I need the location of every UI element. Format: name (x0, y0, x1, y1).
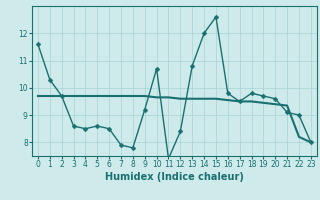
X-axis label: Humidex (Indice chaleur): Humidex (Indice chaleur) (105, 172, 244, 182)
